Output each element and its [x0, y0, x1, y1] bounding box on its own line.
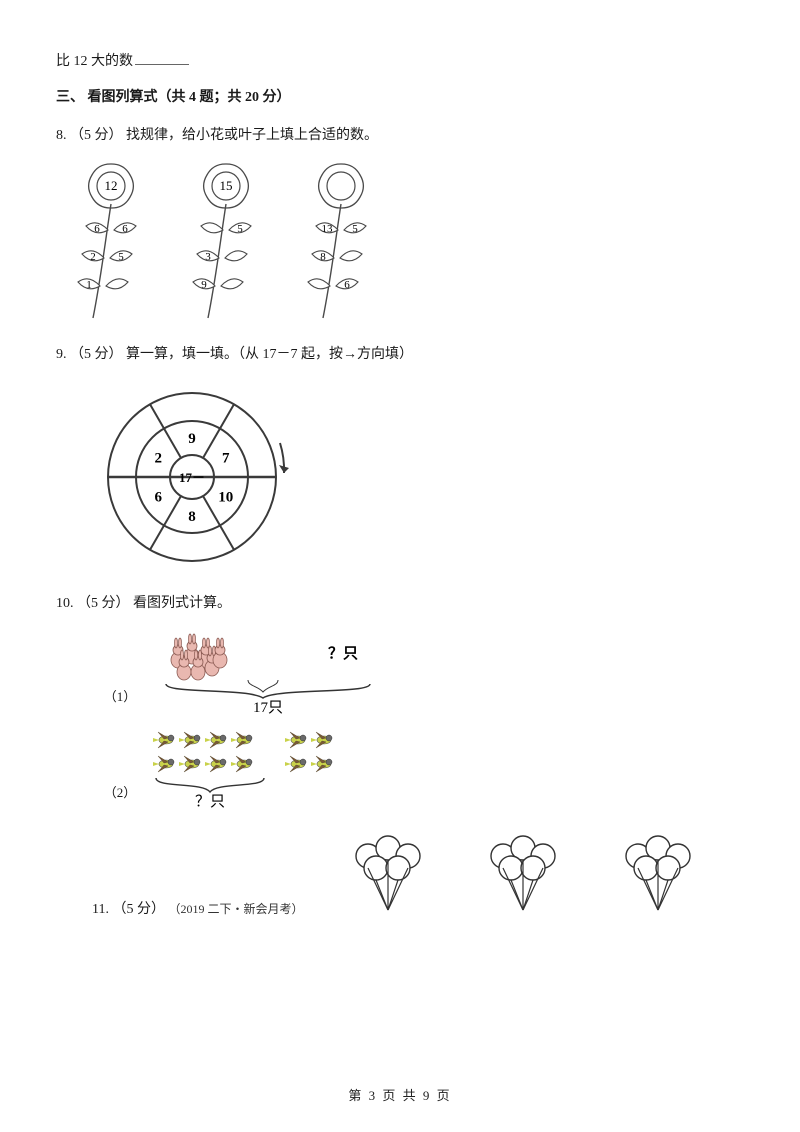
svg-text:6: 6	[94, 223, 100, 235]
q9-prompt: 9. （5 分） 算一算，填一填。（从 17－7 起，按→方向填）	[56, 343, 744, 363]
q8-prompt: 8. （5 分） 找规律，给小花或叶子上填上合适的数。	[56, 124, 744, 144]
q11-prompt: 11. （5 分） （2019 二下・新会月考）	[92, 898, 304, 918]
question-points: （5 分）	[112, 902, 165, 917]
question-text: 看图列式计算。	[133, 596, 231, 611]
q10-part1: （1） ？只 17只	[92, 626, 744, 716]
q10-part2: （2） ？只	[92, 722, 744, 810]
prev-question-fragment: 比 12 大的数	[56, 50, 744, 70]
svg-text:5: 5	[118, 251, 124, 263]
svg-text:2: 2	[154, 451, 162, 467]
q10-prompt: 10. （5 分） 看图列式计算。	[56, 592, 744, 612]
question-number: 8.	[56, 128, 67, 143]
q8-figure: 12 6 6 2 5 1 15 5 3 9 13 5 8 6	[56, 158, 744, 333]
page-footer: 第 3 页 共 9 页	[0, 1085, 800, 1104]
question-source: （2019 二下・新会月考）	[168, 902, 303, 916]
svg-text:9: 9	[188, 431, 196, 447]
section-title: 看图列算式（共 4 题；共 20 分）	[88, 90, 291, 105]
svg-text:？只: ？只	[328, 645, 358, 662]
svg-text:10: 10	[218, 490, 233, 506]
question-number: 11.	[92, 902, 109, 917]
svg-text:17－: 17－	[179, 470, 205, 485]
svg-text:7: 7	[222, 451, 230, 467]
svg-text:6: 6	[344, 279, 350, 291]
question-text: 算一算，填一填。（从 17－7 起，按→方向填）	[126, 347, 413, 362]
svg-text:8: 8	[320, 251, 326, 263]
svg-text:9: 9	[201, 279, 207, 291]
svg-text:17只: 17只	[253, 700, 283, 716]
part-number: （2）	[92, 722, 148, 801]
svg-text:6: 6	[122, 223, 128, 235]
section-number: 三、	[56, 90, 84, 105]
svg-text:2: 2	[90, 251, 96, 263]
svg-text:8: 8	[188, 509, 196, 525]
section-3-heading: 三、 看图列算式（共 4 题；共 20 分）	[56, 86, 744, 106]
part-number: （1）	[92, 626, 148, 705]
svg-text:3: 3	[205, 251, 211, 263]
question-number: 10.	[56, 596, 74, 611]
question-points: （5 分）	[70, 347, 123, 362]
question-text: 找规律，给小花或叶子上填上合适的数。	[126, 128, 378, 143]
question-points: （5 分）	[70, 128, 123, 143]
svg-text:5: 5	[352, 223, 358, 235]
svg-text:1: 1	[86, 279, 92, 291]
blank-field[interactable]	[135, 52, 189, 65]
svg-text:？只: ？只	[195, 794, 225, 810]
page-number: 第 3 页 共 9 页	[348, 1088, 451, 1103]
question-points: （5 分）	[77, 596, 130, 611]
q9-figure: 9 7 10 8 6 2 17－	[92, 377, 744, 582]
svg-text:6: 6	[154, 490, 162, 506]
question-number: 9.	[56, 347, 67, 362]
q11-figure	[344, 828, 724, 918]
svg-text:15: 15	[220, 178, 233, 193]
svg-text:12: 12	[105, 178, 118, 193]
svg-text:5: 5	[237, 223, 243, 235]
fragment-text: 比 12 大的数	[56, 54, 133, 69]
svg-text:13: 13	[322, 223, 334, 235]
